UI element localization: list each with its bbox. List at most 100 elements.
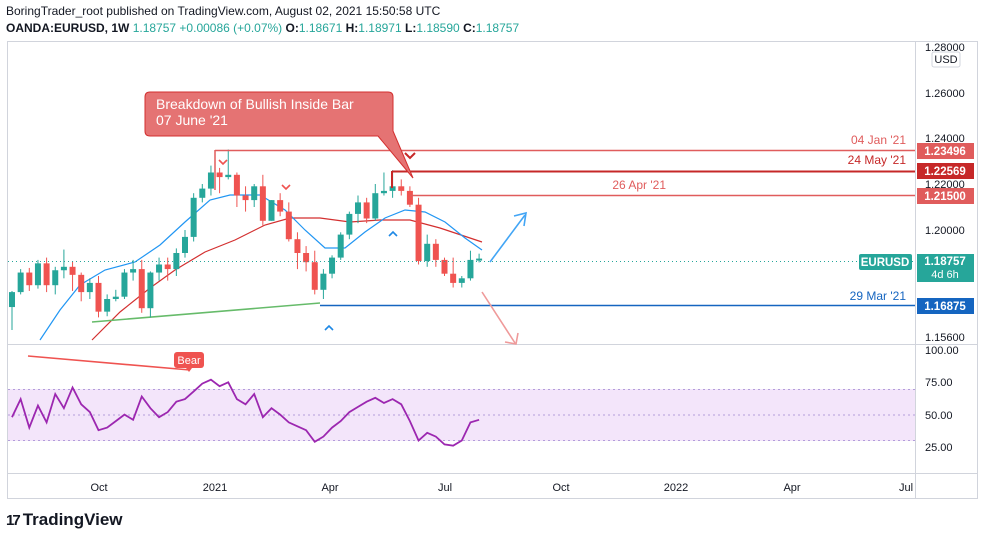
candle-body[interactable]	[372, 193, 379, 219]
candle-body[interactable]	[458, 278, 465, 283]
candle-body[interactable]	[69, 266, 76, 275]
chevron-down-icon	[218, 159, 228, 166]
open-value: 1.18671	[298, 21, 343, 35]
candle-body[interactable]	[355, 202, 361, 214]
symbol-ohlc-line: OANDA:EURUSD, 1W 1.18757 +0.00086 (+0.07…	[6, 21, 520, 35]
symbol-tag-label: EURUSD	[861, 257, 910, 269]
callout-line2: 07 June '21	[156, 112, 228, 128]
candle-body[interactable]	[138, 269, 145, 309]
price-tick: 1.20000	[925, 225, 965, 237]
chart-border	[7, 41, 978, 499]
candle-body[interactable]	[52, 270, 59, 286]
chevron-up-icon	[324, 324, 334, 331]
candle-body[interactable]	[476, 258, 483, 261]
candle-body[interactable]	[26, 272, 33, 286]
candle-body[interactable]	[233, 174, 240, 196]
price-axis[interactable]: 1.28000 1.26000 1.24000 1.22000 1.20000 …	[925, 42, 965, 344]
candle-body[interactable]	[303, 253, 310, 263]
candle-body[interactable]	[380, 190, 387, 194]
bullish-projection-arrow	[489, 214, 526, 263]
candle-body[interactable]	[199, 188, 206, 198]
time-tick: 2022	[664, 482, 688, 494]
chevron-down-icon	[404, 152, 416, 160]
candle-body[interactable]	[467, 259, 474, 279]
candle-body[interactable]	[43, 263, 50, 286]
level-date-04jan: 04 Jan '21	[851, 133, 906, 147]
candle-body[interactable]	[363, 202, 370, 219]
level-tag-24may[interactable]	[917, 163, 974, 179]
level-value-29mar: 1.16875	[924, 301, 966, 313]
candle-body[interactable]	[285, 211, 292, 240]
level-tag-26apr[interactable]	[917, 188, 974, 204]
candle-body[interactable]	[441, 259, 448, 274]
candle-body[interactable]	[432, 243, 439, 260]
candle-body[interactable]	[251, 186, 258, 201]
level-tag-29mar[interactable]	[917, 298, 974, 314]
candle-body[interactable]	[112, 296, 119, 299]
price-tick: 1.26000	[925, 88, 965, 100]
candle-body[interactable]	[78, 274, 85, 293]
symbol-label[interactable]: OANDA:EURUSD, 1W	[6, 21, 130, 35]
candle-body[interactable]	[277, 200, 284, 212]
time-axis[interactable]: Oct 2021 Apr Jul Oct 2022 Apr Jul	[90, 482, 913, 494]
candle-body[interactable]	[259, 186, 266, 221]
candle-body[interactable]	[17, 272, 24, 293]
candle-body[interactable]	[86, 282, 93, 293]
symbol-tag[interactable]	[859, 254, 912, 270]
candle-body[interactable]	[311, 262, 318, 290]
candle-body[interactable]	[104, 299, 111, 312]
bear-badge[interactable]	[174, 352, 204, 368]
rsi-line	[11, 378, 480, 447]
candle-body[interactable]	[225, 174, 232, 178]
candle-body[interactable]	[9, 292, 15, 308]
candle-body[interactable]	[147, 272, 154, 309]
candle-body[interactable]	[182, 236, 188, 253]
currency-badge[interactable]	[931, 51, 961, 68]
candle-body[interactable]	[60, 266, 67, 271]
high-value: 1.18971	[358, 21, 402, 35]
chevron-down-icon	[281, 184, 291, 191]
candle-body[interactable]	[190, 197, 197, 237]
level-date-24may: 24 May '21	[848, 153, 907, 167]
current-price-value: 1.18757	[924, 256, 966, 268]
low-value: 1.18590	[416, 21, 460, 35]
candle-body[interactable]	[320, 273, 327, 290]
candle-body[interactable]	[406, 190, 413, 205]
time-tick: Jul	[438, 482, 452, 494]
candle-body[interactable]	[216, 172, 223, 178]
candle-body[interactable]	[34, 263, 41, 286]
candle-body[interactable]	[130, 269, 137, 273]
candle-body[interactable]	[242, 195, 249, 201]
level-tag-04jan[interactable]	[917, 143, 974, 159]
candle-body[interactable]	[164, 264, 171, 270]
support-trendline	[91, 302, 321, 323]
candle-body[interactable]	[294, 239, 301, 253]
current-price-tag[interactable]	[917, 254, 974, 282]
level-value-04jan: 1.23496	[924, 146, 966, 158]
candle-body[interactable]	[389, 186, 396, 191]
candle-body[interactable]	[346, 213, 353, 235]
brand-name: TradingView	[22, 510, 123, 529]
price-tick: 1.24000	[925, 133, 965, 145]
bear-label: Bear	[177, 355, 201, 367]
candle-body[interactable]	[398, 186, 405, 191]
candle-body[interactable]	[450, 273, 457, 283]
candle-body[interactable]	[121, 272, 128, 297]
level-date-26apr: 26 Apr '21	[612, 178, 666, 192]
candle-body[interactable]	[268, 200, 275, 221]
rsi-tick: 75.00	[925, 377, 953, 389]
candle-body[interactable]	[207, 172, 214, 189]
rsi-axis[interactable]: 100.00 75.00 50.00 25.00	[925, 345, 959, 454]
time-tick: Oct	[552, 482, 569, 494]
currency-label: USD	[934, 54, 957, 66]
candle-body[interactable]	[415, 204, 422, 262]
candle-body[interactable]	[156, 264, 163, 273]
candle-body[interactable]	[337, 234, 344, 258]
callout-box[interactable]	[144, 91, 414, 179]
candle-body[interactable]	[329, 257, 336, 274]
rsi-tick: 100.00	[925, 345, 959, 357]
candle-body[interactable]	[95, 282, 102, 312]
candle-body[interactable]	[424, 243, 431, 262]
tradingview-footer[interactable]: 17 TradingView	[6, 510, 123, 530]
